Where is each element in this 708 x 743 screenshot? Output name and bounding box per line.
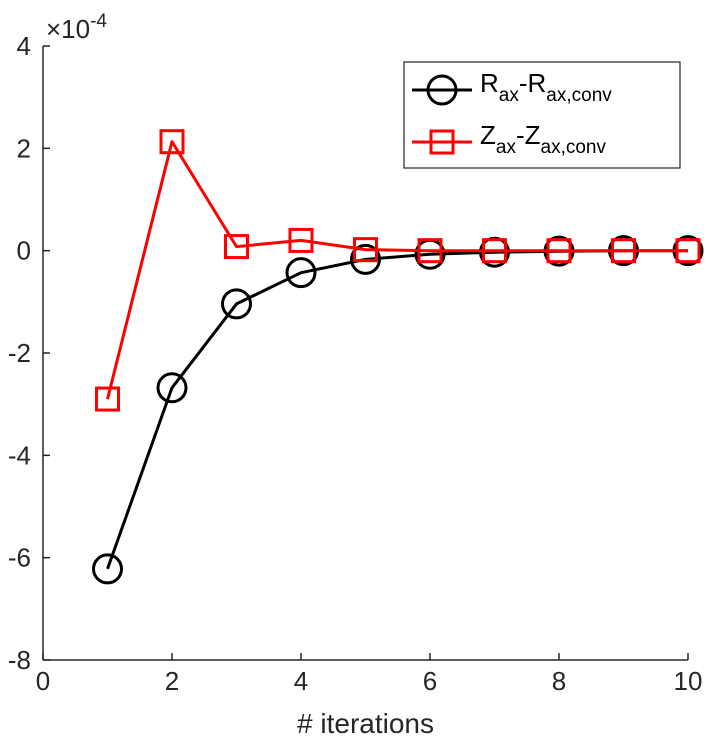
data-point	[156, 372, 188, 404]
plot-marks	[92, 129, 704, 585]
data-point	[159, 129, 185, 155]
data-point	[288, 227, 314, 253]
series-line	[106, 140, 688, 400]
x-tick-label: 4	[294, 666, 308, 696]
ticks: 0 2 4 6 8 10 -8 -6 -4 -2 0 2 4	[8, 31, 703, 696]
data-point	[417, 238, 443, 264]
x-tick-label: 6	[423, 666, 437, 696]
legend-label: Zax-Zax,conv	[480, 120, 606, 158]
legend-entry: Rax-Rax,conv	[412, 68, 612, 106]
y-tick-label: -2	[8, 338, 31, 368]
legend-subscript: ax	[496, 137, 517, 158]
legend-text-part: R	[480, 68, 499, 98]
data-point	[546, 238, 572, 264]
x-tick-label: 2	[165, 666, 179, 696]
y-axis-multiplier: ×10-4	[46, 11, 107, 44]
legend-entry: Zax-Zax,conv	[412, 120, 606, 158]
data-point	[224, 234, 249, 260]
legend-text-part: -R	[519, 68, 546, 98]
legend-marker	[426, 74, 458, 106]
y-tick-label: -8	[8, 645, 31, 675]
data-point	[675, 238, 701, 264]
legend-text-part: Z	[480, 120, 496, 150]
data-point	[95, 386, 120, 412]
data-point	[221, 288, 252, 320]
y-tick-label: -6	[8, 543, 31, 573]
series-z	[95, 129, 701, 412]
y-multiplier-base: ×10	[46, 14, 90, 44]
data-point	[482, 238, 507, 264]
data-point	[353, 237, 378, 263]
data-point	[611, 238, 636, 264]
y-tick-label: 0	[17, 236, 31, 266]
data-point	[92, 553, 123, 585]
legend-subscript: ax,conv	[541, 137, 607, 158]
y-tick-label: 2	[17, 133, 31, 163]
legend-subscript: ax	[499, 85, 520, 106]
y-tick-label: 4	[17, 31, 31, 61]
series-r	[92, 235, 704, 585]
x-axis-label: # iterations	[297, 708, 434, 739]
x-tick-label: 10	[674, 666, 703, 696]
legend-subscript: ax,conv	[546, 85, 612, 106]
data-point	[285, 257, 317, 289]
data-point	[350, 243, 381, 275]
legend-marker	[429, 129, 455, 155]
y-tick-label: -4	[8, 440, 31, 470]
legend-text-part: -Z	[516, 120, 541, 150]
x-tick-label: 0	[36, 666, 50, 696]
legend-label: Rax-Rax,conv	[480, 68, 612, 106]
series-line	[106, 249, 688, 570]
x-tick-label: 8	[552, 666, 566, 696]
y-multiplier-exponent: -4	[90, 11, 107, 32]
